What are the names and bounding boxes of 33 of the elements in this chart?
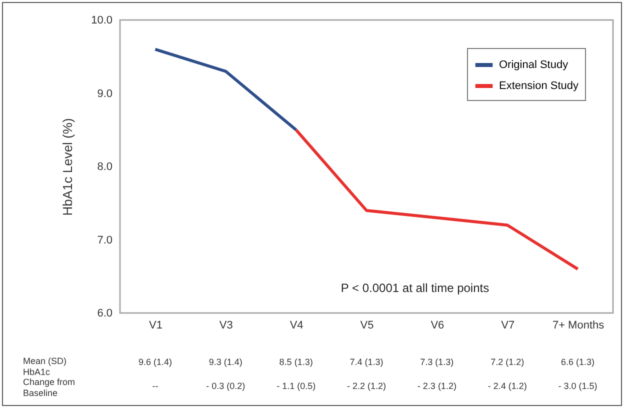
y-tick-label: 8.0 bbox=[97, 161, 112, 173]
y-tick-label: 10.0 bbox=[91, 14, 112, 26]
x-tick-label: V5 bbox=[360, 320, 374, 332]
text: -- bbox=[152, 381, 158, 391]
text: - 2.4 (1.2) bbox=[488, 381, 527, 391]
text: 7.2 (1.2) bbox=[490, 357, 524, 367]
line-series bbox=[294, 128, 580, 271]
text: - 3.0 (1.5) bbox=[558, 381, 598, 391]
y-axis-title: HbA1c Level (%) bbox=[60, 118, 76, 216]
y-tick-label: 9.0 bbox=[97, 88, 112, 100]
y-tick-label: 7.0 bbox=[97, 234, 112, 246]
y-tick-label: 6.0 bbox=[97, 308, 112, 320]
x-tick-label: V1 bbox=[148, 320, 162, 332]
legend-label: Original Study bbox=[499, 59, 569, 71]
x-tick-label: V4 bbox=[290, 320, 304, 332]
text: Change from Baseline bbox=[23, 377, 76, 398]
x-tick-label: V3 bbox=[219, 320, 233, 332]
x-tick-label: 7+ Months bbox=[552, 320, 605, 332]
text: Mean (SD) HbA1c bbox=[23, 356, 67, 377]
text: - 2.2 (1.2) bbox=[346, 381, 386, 391]
text: 7.3 (1.3) bbox=[420, 357, 454, 367]
text: 9.6 (1.4) bbox=[138, 357, 172, 367]
text: - 1.1 (0.5) bbox=[276, 381, 316, 391]
annotation: P < 0.0001 at all time points bbox=[340, 281, 490, 295]
x-tick-label: V7 bbox=[501, 320, 515, 332]
text: 6.6 (1.3) bbox=[561, 357, 595, 367]
text: 9.3 (1.4) bbox=[208, 357, 242, 367]
text: - 2.3 (1.2) bbox=[417, 381, 456, 391]
x-tick-label: V6 bbox=[430, 320, 444, 332]
text: - 0.3 (0.2) bbox=[206, 381, 246, 391]
text: 8.5 (1.3) bbox=[279, 357, 313, 367]
legend-label: Extension Study bbox=[499, 80, 579, 92]
text: 7.4 (1.3) bbox=[350, 357, 384, 367]
